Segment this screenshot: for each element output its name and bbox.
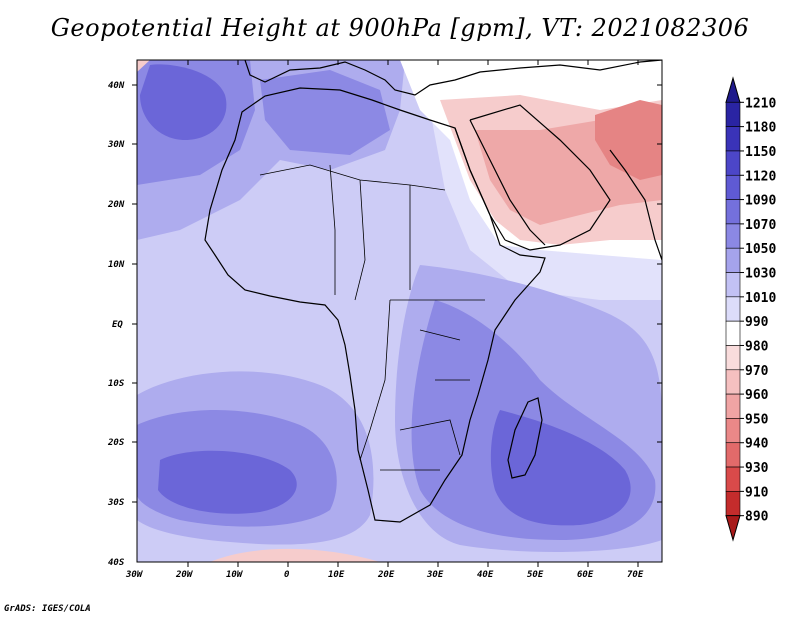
- europe-coastline: [244, 60, 662, 96]
- lat-label-40n: 40N: [108, 81, 125, 91]
- field-deep-blue-indian: [490, 410, 631, 526]
- colorbar-swatch: [725, 369, 741, 395]
- country-borders: [259, 164, 485, 471]
- colorbar-label: 1150: [745, 145, 776, 160]
- colorbar-swatch: [725, 418, 741, 444]
- red-sea-coast: [454, 119, 546, 246]
- colorbar-swatch: [725, 223, 741, 249]
- colorbar-label: 1010: [745, 291, 776, 306]
- colorbar-label: 1210: [745, 96, 776, 111]
- arabian-peninsula: [469, 104, 611, 251]
- colorbar-swatch: [725, 320, 741, 346]
- plot-frame: [136, 59, 663, 563]
- colorbar-label: 1180: [745, 121, 776, 136]
- field-deep-blue-south-atlantic: [158, 450, 297, 514]
- africa-coastline: [204, 87, 546, 523]
- colorbar-swatch: [725, 126, 741, 152]
- colorbar-label: 1070: [745, 218, 776, 233]
- colorbar-label: 1090: [745, 194, 776, 209]
- colorbar-label: 980: [745, 339, 769, 354]
- madagascar-coastline: [507, 397, 543, 479]
- colorbar-label: 890: [745, 510, 769, 525]
- field-pale-red-nw-corner: [137, 60, 150, 72]
- colorbar: 1210 1180 1150 1120 1090 1070 1050 1030 1010 990 9…: [725, 76, 776, 542]
- colorbar-swatch: [725, 150, 741, 176]
- lat-label-30n: 30N: [107, 140, 125, 150]
- colorbar-swatch: [725, 345, 741, 371]
- lat-label-20n: 20N: [107, 200, 125, 210]
- lon-label-30w: 30W: [125, 570, 144, 580]
- coastlines: [204, 60, 662, 523]
- lon-label-0: 0: [284, 570, 290, 580]
- lat-label-20s: 20S: [107, 438, 125, 448]
- field-mid-blue-sahara: [260, 70, 390, 155]
- lon-label-70e: 70E: [627, 570, 644, 580]
- colorbar-label: 910: [745, 485, 769, 500]
- lon-label-60e: 60E: [577, 570, 594, 580]
- colorbar-label: 960: [745, 388, 769, 403]
- india-west-coast: [609, 149, 662, 261]
- lat-label-30s: 30S: [107, 498, 125, 508]
- chart-title: Geopotential Height at 900hPa [gpm], VT:…: [50, 14, 750, 42]
- latitude-axis: 40N 30N 20N 10N EQ 10S 20S 30S 40S: [107, 81, 662, 568]
- colorbar-swatch: [725, 466, 741, 492]
- lat-label-10n: 10N: [108, 260, 125, 270]
- lon-label-20e: 20E: [377, 570, 395, 580]
- colorbar-bottom-arrow: [725, 515, 741, 542]
- colorbar-label: 940: [745, 437, 769, 452]
- lon-label-20w: 20W: [175, 570, 194, 580]
- colorbar-swatch: [725, 491, 741, 516]
- lon-label-10e: 10E: [328, 570, 345, 580]
- colorbar-swatch: [725, 442, 741, 468]
- field-pale-red-south-edge: [210, 548, 380, 562]
- lat-label-10s: 10S: [108, 379, 125, 389]
- colorbar-swatch: [725, 199, 741, 225]
- colorbar-top-arrow: [725, 76, 741, 103]
- colorbar-label: 1050: [745, 242, 776, 257]
- colorbar-swatch: [725, 272, 741, 298]
- grads-credit: GrADS: IGES/COLA: [4, 604, 91, 614]
- field-deep-blue-atlantic: [140, 64, 227, 140]
- lon-label-40e: 40E: [477, 570, 494, 580]
- lon-label-10w: 10W: [226, 570, 244, 580]
- colorbar-label: 990: [745, 315, 769, 330]
- colorbar-label: 930: [745, 461, 769, 476]
- field-red-pakistan: [595, 100, 662, 180]
- lat-label-40s: 40S: [108, 558, 125, 568]
- colorbar-swatch: [725, 247, 741, 273]
- height-field: [137, 60, 662, 562]
- colorbar-label: 1120: [745, 169, 776, 184]
- colorbar-label: 950: [745, 412, 769, 427]
- colorbar-label: 970: [745, 364, 769, 379]
- colorbar-label: 1030: [745, 267, 776, 282]
- lat-label-eq: EQ: [112, 320, 123, 330]
- colorbar-swatch: [725, 102, 741, 127]
- lon-label-30e: 30E: [426, 570, 444, 580]
- longitude-axis: 30W 20W 10W 0 10E 20E 30E 40E 50E 60E 70…: [125, 60, 644, 580]
- lon-label-50e: 50E: [527, 570, 544, 580]
- colorbar-swatch: [725, 296, 741, 322]
- colorbar-swatch: [725, 174, 741, 200]
- colorbar-swatch: [725, 393, 741, 419]
